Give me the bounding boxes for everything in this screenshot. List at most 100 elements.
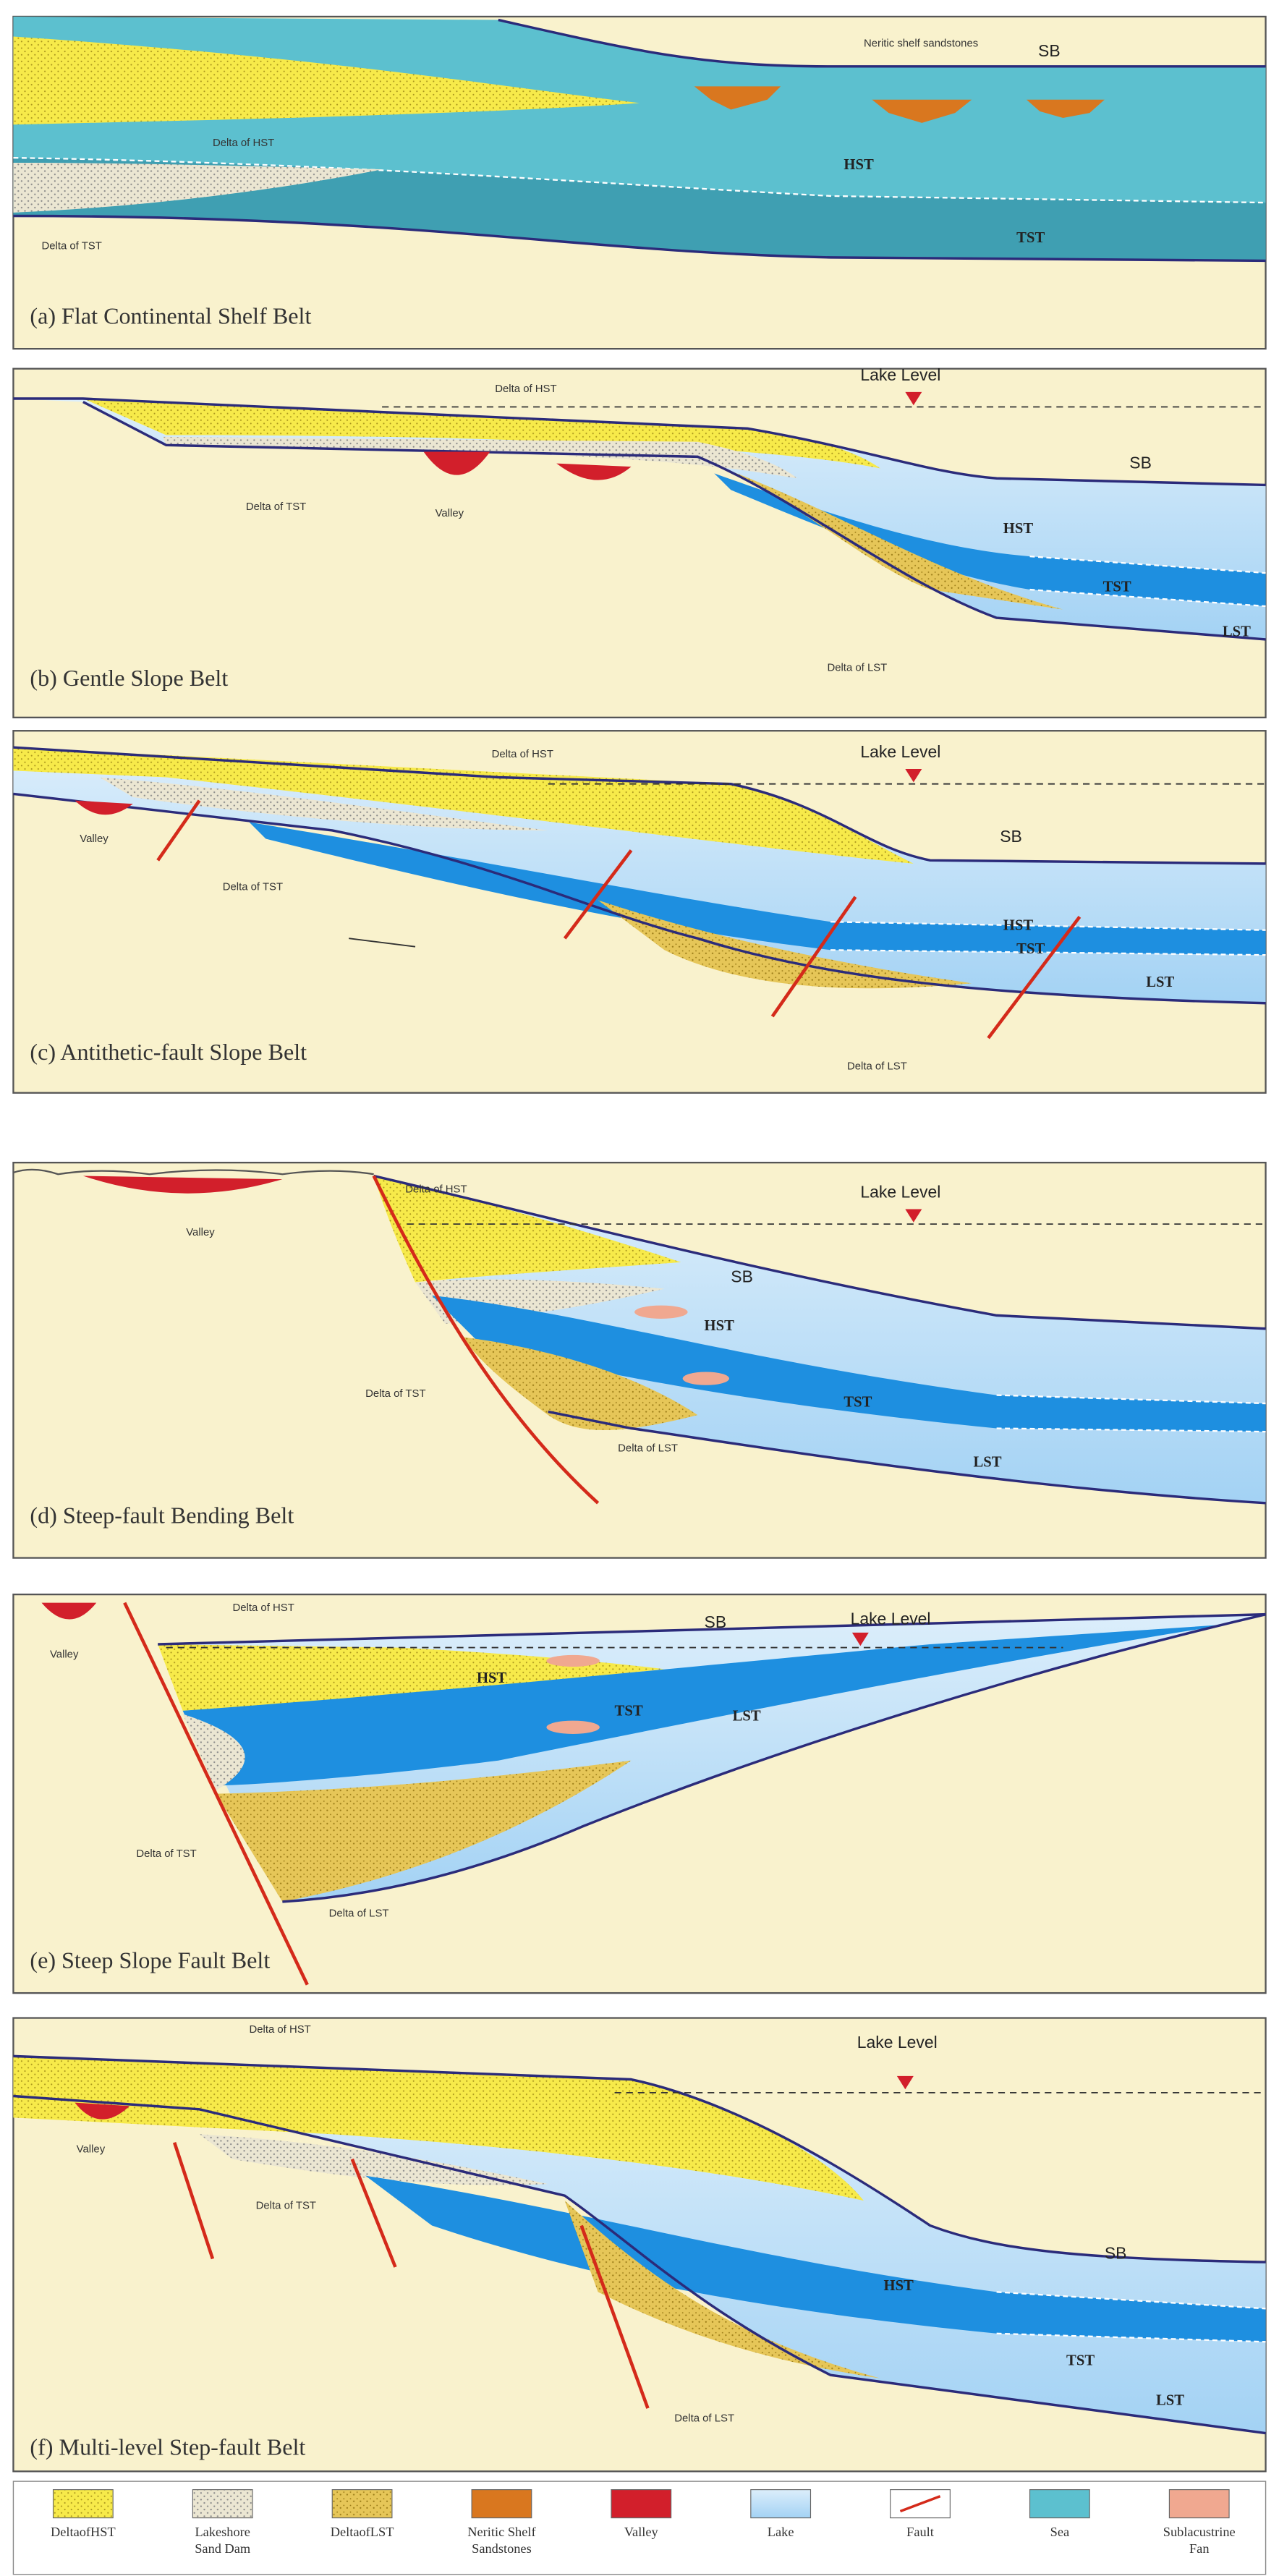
base-line (282, 1612, 1266, 1903)
valley (82, 1176, 283, 1194)
panel-caption: (b) Gentle Slope Belt (30, 665, 228, 691)
sb-line (158, 1612, 1266, 1646)
panel-b (12, 367, 1267, 718)
region-label: Delta of LST (618, 1442, 678, 1455)
region-label: Delta of LST (329, 1908, 389, 1920)
delta-lst (462, 1337, 698, 1430)
lake-level-marker (896, 2075, 914, 2090)
region-label: TST (1016, 941, 1045, 957)
lake-level-marker (851, 1632, 869, 1646)
sb-line (13, 746, 1266, 865)
region-label: Valley (186, 1226, 215, 1238)
region-label: LST (1223, 624, 1251, 639)
region-label: LST (1146, 974, 1174, 990)
base-line (13, 792, 1266, 1005)
region-label: Delta of HST (495, 383, 556, 395)
delta-hst (13, 36, 640, 125)
legend-label: DeltaofHST (51, 2525, 116, 2539)
region-label: TST (1066, 2352, 1095, 2368)
region-label: Delta of TST (365, 1387, 425, 1400)
legend-label: Lake (768, 2525, 794, 2539)
fault (123, 1602, 309, 1986)
region-label: LST (1156, 2393, 1184, 2409)
fault (372, 1175, 600, 1505)
region-label: Neritic shelf sandstones (864, 37, 978, 49)
region-label: TST (1016, 230, 1045, 246)
panel-caption: (f) Multi-level Step-fault Belt (30, 2433, 305, 2460)
legend-swatch (192, 2489, 253, 2519)
legend-label: Sea (1050, 2525, 1070, 2539)
region-label: Delta of LST (847, 1060, 907, 1073)
delta-tst (182, 1714, 245, 1791)
region-label: LST (733, 1709, 761, 1725)
legend-label: Lakeshore (195, 2525, 250, 2539)
panel-caption: (e) Steep Slope Fault Belt (30, 1947, 270, 1973)
delta-tst (163, 436, 798, 479)
tst-band (182, 1624, 1230, 1786)
legend-swatch (471, 2489, 532, 2519)
valley (41, 1602, 97, 1620)
delta-tst (99, 777, 548, 830)
lake-level-marker (905, 1209, 922, 1223)
region-label: Delta of HST (492, 748, 553, 760)
sb-line (373, 1174, 1266, 1330)
panel-d (12, 1162, 1267, 1559)
panel-a (12, 15, 1267, 350)
panel-caption: (c) Antithetic-fault Slope Belt (30, 1039, 307, 1065)
land-surface (13, 1168, 374, 1176)
delta-hst (82, 399, 880, 469)
boundary (13, 156, 1266, 204)
legend-swatch (52, 2489, 114, 2519)
region-label: Lake Level (851, 1609, 931, 1628)
sublacustrine-fan (634, 1305, 688, 1319)
legend-label: Fault (906, 2525, 934, 2539)
valley (556, 463, 632, 480)
arrow (349, 938, 416, 948)
tst-band (714, 473, 1266, 607)
region-label: Lake Level (857, 2033, 938, 2052)
panel-e (12, 1593, 1267, 1994)
boundary (1029, 555, 1266, 608)
delta-hst (13, 747, 914, 864)
labels: Neritic shelf sandstones SB Delta of HST HS… (30, 37, 1251, 2460)
sb-line (13, 397, 1266, 487)
lake-level-marker (905, 391, 922, 406)
legend-swatch (750, 2489, 812, 2519)
legend-label: Sand Dam (195, 2541, 250, 2556)
region-label: Delta of TST (223, 881, 283, 893)
legend-label: Neritic Shelf (467, 2525, 536, 2539)
delta-hst (373, 1176, 681, 1283)
legend-label: Fan (1189, 2541, 1210, 2556)
region-label: SB (1038, 41, 1061, 60)
region-label: TST (1103, 579, 1131, 595)
boundary (996, 1394, 1266, 1433)
region-label: SB (731, 1267, 753, 1285)
region-label: TST (844, 1395, 872, 1411)
delta-hst (158, 1644, 665, 1711)
shelf-sandstone (1026, 99, 1105, 119)
panel-f (12, 2017, 1267, 2473)
valley (423, 451, 490, 475)
region-label: Delta of TST (136, 1848, 196, 1860)
region-label: Lake Level (860, 365, 940, 384)
region-label: HST (884, 2278, 914, 2294)
legend-label: DeltaofLST (331, 2525, 394, 2539)
lake-level-marker (905, 769, 922, 783)
region-label: Lake Level (860, 742, 940, 761)
base-line (13, 2094, 1266, 2435)
sb-line (13, 2054, 1266, 2263)
legend-swatch (331, 2489, 393, 2519)
sb-line (498, 18, 1266, 68)
tst-band (365, 2175, 1266, 2342)
region-label: SB (1000, 827, 1022, 846)
region-label: Valley (77, 2143, 106, 2156)
region-label: HST (477, 1670, 507, 1686)
base-line (13, 214, 1266, 263)
region-label: Delta of HST (249, 2023, 310, 2036)
region-label: HST (1003, 918, 1034, 934)
valley (75, 2102, 130, 2120)
legend-swatch (611, 2489, 672, 2519)
shelf-sandstone (694, 86, 781, 110)
tst-band (13, 158, 1266, 261)
region-label: SB (705, 1612, 727, 1631)
